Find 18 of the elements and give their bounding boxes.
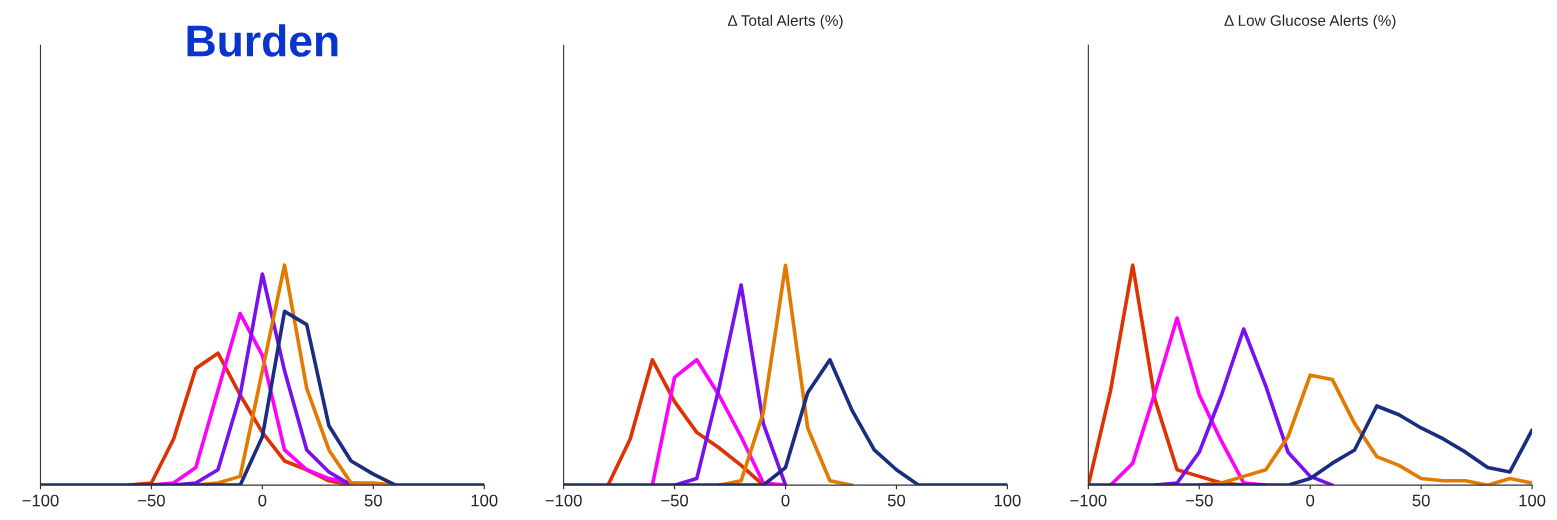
chart-title: Δ Total Alerts (%) (727, 14, 843, 29)
x-tick-label: −50 (661, 494, 689, 507)
x-tick-label: 100 (1519, 494, 1546, 507)
x-tick-label: 50 (1412, 494, 1430, 507)
x-tick-label: 50 (364, 494, 382, 507)
x-tick-label: −100 (22, 494, 59, 507)
x-tick-label: −100 (1070, 494, 1107, 507)
chart-title: Burden (187, 24, 338, 57)
x-tick-label: 50 (887, 494, 906, 507)
x-tick-label: 100 (471, 494, 498, 507)
chart-title: Δ Low Glucose Alerts (%) (1224, 14, 1396, 29)
x-tick-label: −100 (545, 494, 582, 507)
x-tick-label: 0 (781, 494, 790, 507)
x-tick-label: 0 (258, 494, 267, 507)
x-tick-label: 0 (1306, 494, 1315, 507)
x-tick-label: −50 (1185, 494, 1213, 507)
x-tick-label: 100 (994, 494, 1021, 507)
x-tick-label: −50 (138, 494, 165, 507)
